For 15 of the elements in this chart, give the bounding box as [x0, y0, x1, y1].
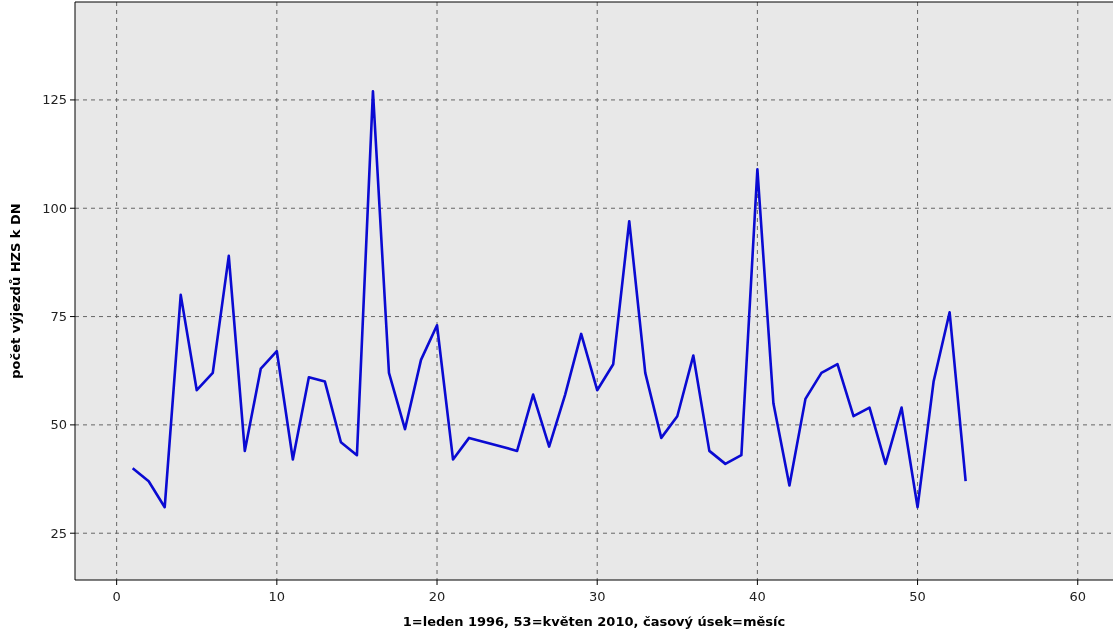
- x-tick-label: 40: [749, 589, 766, 604]
- line-series: [131, 89, 967, 509]
- x-axis-title: 1=leden 1996, 53=květen 2010, časový úsek=měsíc: [402, 614, 786, 629]
- y-tick-label: 100: [42, 200, 67, 216]
- y-tick-label: 50: [50, 417, 67, 433]
- x-tick-label: 50: [909, 589, 926, 604]
- y-axis-title: počet výjezdů HZS k DN: [8, 203, 23, 379]
- y-tick-label: 75: [50, 309, 67, 325]
- x-tick-label: 30: [588, 589, 606, 604]
- x-tick-label: 0: [112, 589, 121, 604]
- x-tick-label: 20: [428, 589, 446, 604]
- y-tick-label: 125: [42, 92, 67, 108]
- x-tick-label: 10: [268, 589, 286, 604]
- y-tick-label: 25: [50, 525, 67, 541]
- x-tick-label: 60: [1069, 589, 1087, 604]
